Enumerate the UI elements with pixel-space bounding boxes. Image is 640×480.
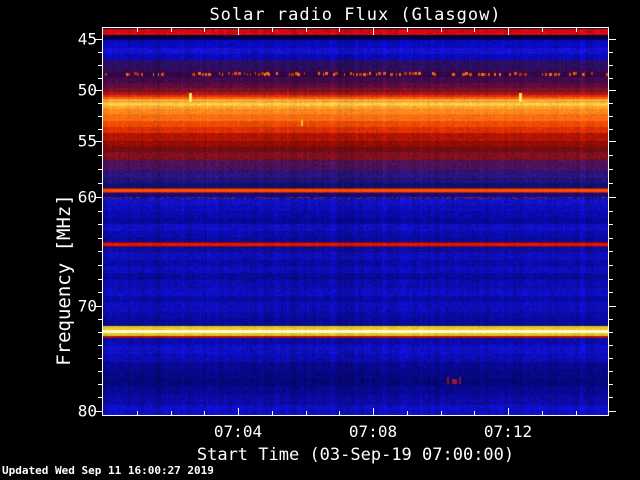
x-major-tick: [238, 408, 239, 415]
x-axis-tick-labels: 07:04 07:08 07:12: [0, 420, 640, 441]
x-minor-tick: [272, 28, 273, 32]
x-minor-tick: [407, 28, 408, 32]
y-minor-tick: [609, 183, 613, 184]
x-minor-tick: [542, 411, 543, 415]
x-axis-title: Start Time (03-Sep-19 07:00:00): [196, 445, 515, 465]
x-minor-tick: [542, 28, 543, 32]
y-minor-tick: [609, 384, 613, 385]
y-minor-tick: [609, 345, 613, 346]
plot-frame: [102, 27, 609, 416]
y-minor-tick: [609, 371, 613, 372]
y-tick-label-50: 50: [77, 80, 97, 100]
y-minor-tick: [609, 279, 613, 280]
y-minor-tick: [609, 397, 613, 398]
y-minor-tick: [609, 78, 613, 79]
x-major-tick: [508, 408, 509, 415]
x-minor-tick: [272, 411, 273, 415]
y-tick-label-45: 45: [77, 29, 97, 49]
y-major-tick: [609, 141, 616, 142]
x-minor-tick: [171, 28, 172, 32]
y-minor-tick: [609, 155, 613, 156]
y-minor-tick: [609, 224, 613, 225]
y-minor-tick: [609, 169, 613, 170]
spectrogram-canvas: [103, 28, 608, 415]
updated-timestamp: Updated Wed Sep 11 16:00:27 2019: [2, 464, 214, 477]
x-tick-label-0712: 07:12: [483, 422, 533, 441]
y-major-tick: [609, 197, 616, 198]
x-minor-tick: [407, 411, 408, 415]
y-minor-tick: [609, 265, 613, 266]
x-tick-label-0708: 07:08: [348, 422, 398, 441]
y-major-tick: [609, 39, 616, 40]
x-minor-tick: [339, 28, 340, 32]
y-minor-tick: [609, 65, 613, 66]
y-axis-tick-labels: 45 50 55 60 70 80: [0, 0, 97, 480]
y-major-tick: [609, 306, 616, 307]
y-minor-tick: [609, 211, 613, 212]
x-minor-tick: [171, 411, 172, 415]
x-minor-tick: [576, 28, 577, 32]
y-major-tick: [609, 90, 616, 91]
x-minor-tick: [137, 28, 138, 32]
x-major-tick: [373, 28, 374, 35]
x-minor-tick: [474, 28, 475, 32]
x-minor-tick: [441, 28, 442, 32]
x-major-tick: [238, 28, 239, 35]
x-minor-tick: [441, 411, 442, 415]
y-minor-tick: [609, 319, 613, 320]
y-tick-label-55: 55: [77, 131, 97, 151]
x-minor-tick: [137, 411, 138, 415]
y-minor-tick: [609, 129, 613, 130]
y-minor-tick: [609, 103, 613, 104]
x-minor-tick: [576, 411, 577, 415]
y-minor-tick: [609, 238, 613, 239]
y-tick-label-70: 70: [77, 296, 97, 316]
x-major-tick: [508, 28, 509, 35]
y-major-tick: [609, 411, 616, 412]
y-minor-tick: [609, 251, 613, 252]
x-minor-tick: [204, 28, 205, 32]
y-minor-tick: [609, 116, 613, 117]
x-minor-tick: [306, 28, 307, 32]
y-minor-tick: [609, 52, 613, 53]
y-minor-tick: [609, 292, 613, 293]
x-tick-label-0704: 07:04: [213, 422, 263, 441]
x-minor-tick: [474, 411, 475, 415]
y-minor-tick: [609, 358, 613, 359]
y-tick-label-80: 80: [77, 401, 97, 421]
chart-title: Solar radio Flux (Glasgow): [209, 5, 502, 25]
y-tick-label-60: 60: [77, 187, 97, 207]
x-minor-tick: [204, 411, 205, 415]
y-minor-tick: [609, 332, 613, 333]
x-minor-tick: [306, 411, 307, 415]
x-minor-tick: [339, 411, 340, 415]
x-major-tick: [373, 408, 374, 415]
